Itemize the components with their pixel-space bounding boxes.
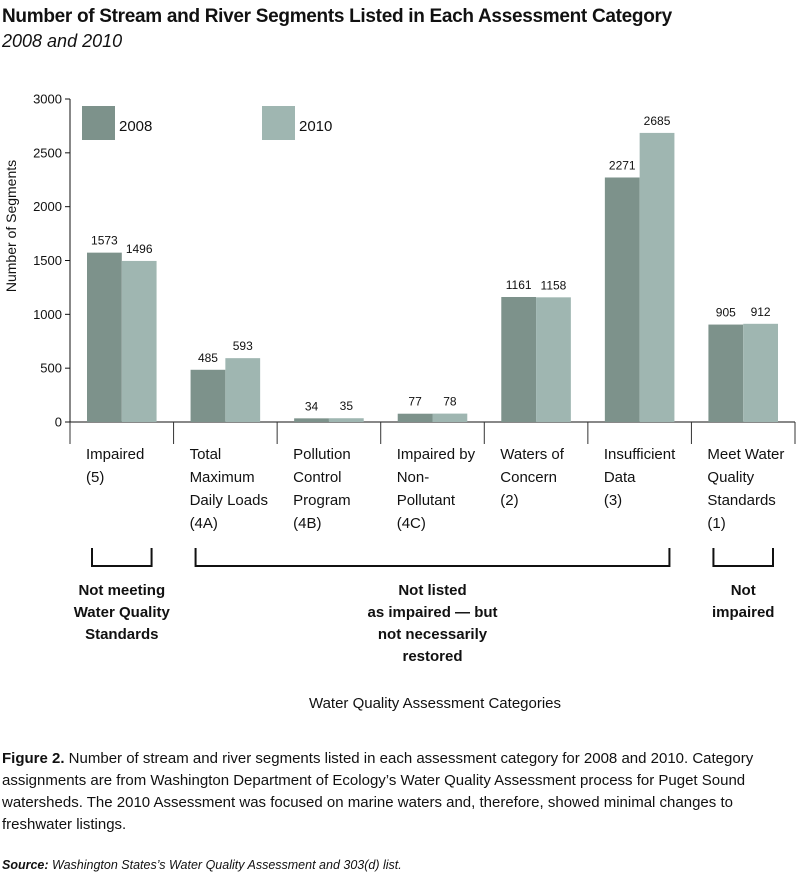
bar-2010-4	[536, 297, 571, 422]
category-label: Total	[190, 446, 222, 463]
data-label: 593	[233, 339, 253, 353]
category-label: Maximum	[190, 469, 255, 486]
legend-label: 2008	[119, 118, 152, 135]
group-label: as impaired — but	[367, 604, 497, 621]
source-label: Source:	[2, 858, 49, 872]
data-labels: 1573 485 34 77 1161 2271 905 1496 593 35 78 1158 268…	[91, 114, 771, 413]
category-label: Impaired by	[397, 446, 476, 463]
y-axis-label: Number of Segments	[3, 160, 19, 292]
category-label: Non-	[397, 469, 430, 486]
source-text: Washington States’s Water Quality Assess…	[48, 858, 402, 872]
data-label: 78	[443, 395, 457, 409]
legend-swatch-2010	[262, 106, 295, 140]
category-groups: Not meeting Water Quality Standards Not lis…	[74, 548, 775, 665]
x-axis-label: Water Quality Assessment Categories	[309, 695, 561, 712]
bar-2008-0	[87, 252, 122, 422]
category-label: (5)	[86, 469, 104, 486]
group-label: Standards	[85, 626, 158, 643]
legend-swatch-2008	[82, 106, 115, 140]
data-label: 1496	[126, 242, 153, 256]
group-bracket	[712, 548, 774, 567]
bar-2008-1	[190, 369, 226, 422]
y-tick-label: 3000	[33, 92, 62, 107]
group-label: not necessarily	[378, 626, 488, 643]
group-label: impaired	[712, 604, 775, 621]
y-tick-label: 2500	[33, 145, 62, 160]
category-label: (1)	[707, 515, 725, 532]
legend: 2008 2010	[82, 106, 332, 140]
category-label: Impaired	[86, 446, 144, 463]
data-label: 485	[198, 351, 218, 365]
source-note: Source: Washington States’s Water Qualit…	[2, 858, 402, 872]
caption-text: Number of stream and river segments list…	[2, 750, 754, 833]
chart-title: Number of Stream and River Segments List…	[2, 6, 672, 27]
category-labels: Impaired (5) Total Maximum Daily Loads (4A) Po…	[86, 446, 784, 532]
figure-label: Figure 2.	[2, 750, 65, 767]
y-tick-label: 2000	[33, 199, 62, 214]
group-bracket	[91, 548, 153, 567]
bar-2010-0	[121, 260, 157, 422]
data-label: 1161	[506, 278, 532, 292]
figure-caption: Figure 2. Number of stream and river seg…	[2, 748, 797, 836]
data-label: 1158	[541, 278, 567, 292]
y-tick-label: 0	[55, 415, 62, 430]
category-label: Waters of	[500, 446, 564, 463]
chart-svg: 0 500 1000 1500 2000 2500 3000 Number of Segme…	[3, 92, 796, 712]
data-label: 1573	[91, 234, 118, 248]
bar-2008-6	[708, 324, 744, 422]
data-label: 2271	[609, 158, 636, 172]
legend-label: 2010	[299, 118, 332, 135]
bar-2010-2	[328, 418, 364, 422]
chart-subtitle: 2008 and 2010	[2, 31, 123, 51]
bar-2008-4	[501, 296, 537, 422]
chart-axes	[69, 99, 796, 444]
group-label: Not listed	[398, 582, 466, 599]
data-label: 35	[340, 399, 354, 413]
data-label: 905	[716, 306, 736, 320]
bar-2008-3	[397, 413, 433, 422]
bar-2008-2	[294, 418, 329, 422]
category-label: (4A)	[190, 515, 218, 532]
bar-2010-5	[639, 132, 675, 423]
category-label: Quality	[707, 469, 754, 486]
category-label: Program	[293, 492, 351, 509]
bar-2010-1	[225, 358, 261, 422]
group-bracket	[194, 548, 671, 567]
bar-2010-6	[743, 323, 778, 422]
group-label: restored	[402, 648, 462, 665]
y-tick-label: 1500	[33, 253, 62, 268]
category-label: Data	[604, 469, 636, 486]
category-label: Control	[293, 469, 341, 486]
data-label: 2685	[644, 114, 671, 128]
data-label: 912	[751, 305, 771, 319]
group-label: Water Quality	[74, 604, 171, 621]
category-label: (4B)	[293, 515, 321, 532]
category-label: Pollution	[293, 446, 351, 463]
category-label: Meet Water	[707, 446, 784, 463]
category-label: (3)	[604, 492, 622, 509]
group-label: Not meeting	[78, 582, 165, 599]
group-label: Not	[731, 582, 756, 599]
category-label: Insufficient	[604, 446, 676, 463]
data-label: 77	[408, 395, 422, 409]
bar-2008-5	[604, 177, 640, 422]
bar-series	[87, 132, 778, 423]
y-tick-label: 500	[40, 361, 62, 376]
category-label: Pollutant	[397, 492, 456, 509]
data-label: 34	[305, 399, 319, 413]
category-label: Daily Loads	[190, 492, 268, 509]
category-label: (4C)	[397, 515, 426, 532]
y-tick-label: 1000	[33, 307, 62, 322]
category-label: Concern	[500, 469, 557, 486]
category-label: (2)	[500, 492, 518, 509]
y-axis-ticks: 0 500 1000 1500 2000 2500 3000	[33, 92, 70, 430]
category-label: Standards	[707, 492, 775, 509]
bar-2010-3	[432, 413, 468, 422]
